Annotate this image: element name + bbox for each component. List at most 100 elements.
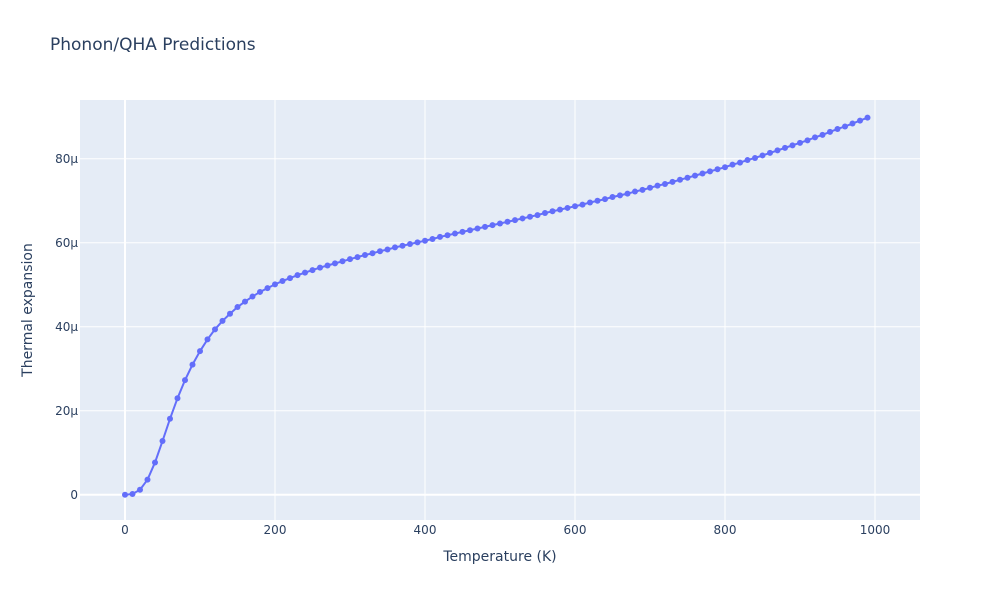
data-point[interactable]	[339, 258, 346, 265]
data-point[interactable]	[159, 438, 166, 445]
data-point[interactable]	[354, 254, 361, 261]
data-point[interactable]	[654, 182, 661, 189]
data-point[interactable]	[819, 131, 826, 138]
data-point[interactable]	[257, 288, 263, 295]
data-point[interactable]	[264, 285, 271, 292]
data-point[interactable]	[722, 164, 728, 171]
data-point[interactable]	[227, 310, 233, 317]
data-point[interactable]	[152, 459, 158, 466]
data-point[interactable]	[707, 168, 713, 175]
data-point[interactable]	[579, 201, 586, 208]
data-point[interactable]	[744, 157, 751, 164]
data-point[interactable]	[272, 281, 278, 288]
data-point[interactable]	[632, 188, 638, 195]
data-point[interactable]	[302, 269, 308, 276]
data-point[interactable]	[324, 262, 331, 269]
data-point[interactable]	[759, 152, 766, 159]
data-point[interactable]	[774, 147, 781, 154]
data-point[interactable]	[144, 476, 151, 483]
data-point[interactable]	[647, 184, 653, 191]
data-point[interactable]	[587, 199, 593, 206]
data-point[interactable]	[429, 236, 436, 243]
data-point[interactable]	[519, 215, 526, 222]
data-point[interactable]	[294, 272, 301, 279]
data-point[interactable]	[279, 278, 286, 285]
data-point[interactable]	[594, 197, 601, 204]
data-point[interactable]	[677, 176, 683, 183]
data-point[interactable]	[714, 166, 721, 173]
data-point[interactable]	[287, 275, 293, 282]
data-point[interactable]	[392, 244, 398, 251]
data-point[interactable]	[797, 139, 803, 146]
data-point[interactable]	[489, 222, 496, 229]
data-point[interactable]	[767, 149, 773, 156]
data-point[interactable]	[624, 190, 631, 197]
data-point[interactable]	[422, 237, 428, 244]
data-point[interactable]	[137, 486, 143, 493]
data-point[interactable]	[497, 220, 503, 227]
data-point[interactable]	[167, 415, 173, 422]
data-point[interactable]	[242, 298, 248, 305]
data-point[interactable]	[549, 208, 556, 215]
data-point[interactable]	[504, 218, 511, 225]
data-point[interactable]	[572, 203, 578, 210]
data-point[interactable]	[189, 361, 196, 368]
data-point[interactable]	[729, 161, 736, 168]
data-point[interactable]	[782, 144, 788, 151]
data-point[interactable]	[467, 227, 473, 234]
data-point[interactable]	[309, 267, 316, 274]
data-point[interactable]	[369, 250, 376, 257]
data-point[interactable]	[407, 241, 413, 248]
data-point[interactable]	[662, 181, 668, 187]
data-point[interactable]	[827, 128, 833, 135]
data-point[interactable]	[669, 178, 676, 185]
data-point[interactable]	[639, 186, 646, 193]
data-point[interactable]	[609, 194, 616, 201]
data-point[interactable]	[684, 174, 691, 181]
data-point[interactable]	[812, 134, 818, 141]
data-point[interactable]	[602, 196, 608, 203]
data-point[interactable]	[512, 217, 518, 224]
data-point[interactable]	[692, 172, 698, 179]
data-point[interactable]	[122, 491, 128, 498]
data-point[interactable]	[834, 125, 841, 132]
data-point[interactable]	[347, 256, 353, 263]
data-point[interactable]	[197, 348, 203, 355]
data-point[interactable]	[542, 209, 548, 216]
data-point[interactable]	[362, 251, 368, 258]
data-point[interactable]	[317, 264, 323, 271]
data-point[interactable]	[219, 317, 226, 324]
data-point[interactable]	[842, 123, 848, 130]
data-point[interactable]	[534, 212, 541, 219]
data-point[interactable]	[414, 239, 421, 246]
data-point[interactable]	[699, 170, 706, 177]
data-point[interactable]	[474, 225, 481, 232]
data-point[interactable]	[332, 260, 338, 267]
data-point[interactable]	[864, 114, 871, 121]
data-point[interactable]	[174, 395, 181, 402]
data-point[interactable]	[459, 228, 466, 235]
data-point[interactable]	[399, 242, 406, 249]
data-point[interactable]	[437, 233, 443, 240]
data-point[interactable]	[204, 336, 211, 343]
data-point[interactable]	[377, 248, 383, 255]
data-point[interactable]	[789, 142, 796, 149]
data-point[interactable]	[384, 246, 391, 253]
data-point[interactable]	[452, 230, 458, 237]
data-point[interactable]	[234, 304, 241, 311]
data-point[interactable]	[849, 120, 856, 127]
data-point[interactable]	[752, 154, 758, 161]
data-point[interactable]	[212, 326, 218, 333]
data-point[interactable]	[129, 490, 136, 497]
data-point[interactable]	[249, 293, 256, 300]
data-point[interactable]	[444, 232, 451, 239]
data-point[interactable]	[617, 192, 623, 199]
data-point[interactable]	[857, 117, 863, 124]
data-point[interactable]	[482, 223, 488, 230]
data-point[interactable]	[182, 377, 188, 384]
data-point[interactable]	[557, 206, 563, 213]
data-point[interactable]	[527, 213, 533, 220]
data-point[interactable]	[564, 204, 571, 211]
data-point[interactable]	[804, 137, 811, 144]
data-point[interactable]	[737, 159, 743, 166]
